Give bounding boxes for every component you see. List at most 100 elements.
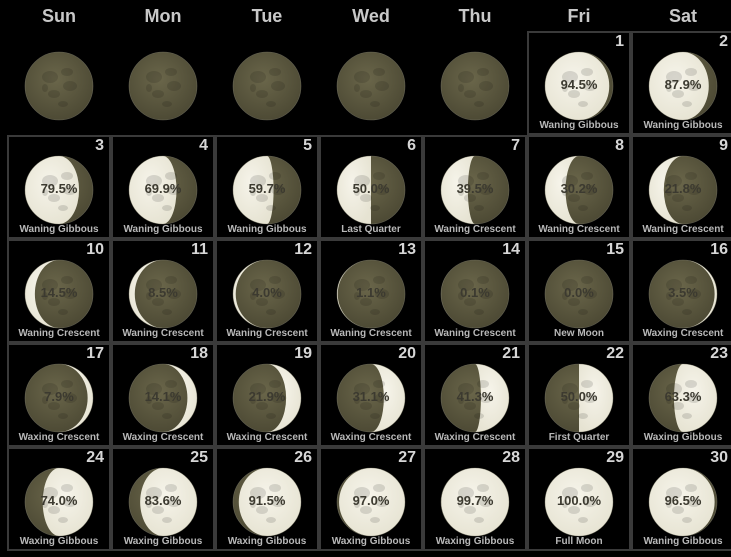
- day-cell-30[interactable]: 30 96.5% Waning Gibbous: [631, 447, 731, 551]
- day-number: 1: [615, 33, 624, 50]
- new-moon-icon: [439, 50, 511, 122]
- day-cell-13[interactable]: 13 1.1% Waning Crescent: [319, 239, 423, 343]
- moon-phase-icon: [231, 258, 303, 330]
- day-cell-6[interactable]: 6 50.0% Last Quarter: [319, 135, 423, 239]
- day-cell-1[interactable]: 1 94.5% Waning Gibbous: [527, 31, 631, 135]
- day-number: 24: [86, 449, 104, 466]
- empty-day-cell: [215, 31, 319, 135]
- phase-name: Waning Gibbous: [539, 120, 619, 131]
- moon-phase-icon: [543, 466, 615, 538]
- day-number: 18: [190, 345, 208, 362]
- day-cell-7[interactable]: 7 39.5% Waning Crescent: [423, 135, 527, 239]
- phase-name: First Quarter: [548, 432, 610, 443]
- moon-phase-icon: [439, 466, 511, 538]
- weekday-tue: Tue: [251, 6, 283, 26]
- day-cell-12[interactable]: 12 4.0% Waning Crescent: [215, 239, 319, 343]
- day-number: 8: [615, 137, 624, 154]
- moon-phase-icon: [647, 258, 719, 330]
- moon-phase-icon: [23, 258, 95, 330]
- day-cell-29[interactable]: 29 100.0% Full Moon: [527, 447, 631, 551]
- phase-name: Waxing Gibbous: [331, 536, 411, 547]
- day-cell-15[interactable]: 15 0.0% New Moon: [527, 239, 631, 343]
- illumination-percent: 83.6%: [144, 493, 182, 508]
- illumination-percent: 50.0%: [560, 389, 598, 404]
- day-cell-24[interactable]: 24 74.0% Waxing Gibbous: [7, 447, 111, 551]
- day-cell-4[interactable]: 4 69.9% Waning Gibbous: [111, 135, 215, 239]
- phase-name: Waxing Gibbous: [227, 536, 307, 547]
- moon-phase-icon: [127, 466, 199, 538]
- day-cell-10[interactable]: 10 14.5% Waning Crescent: [7, 239, 111, 343]
- illumination-percent: 79.5%: [40, 181, 78, 196]
- phase-name: Waxing Gibbous: [435, 536, 515, 547]
- phase-name: New Moon: [554, 328, 604, 339]
- day-number: 30: [710, 449, 728, 466]
- day-cell-28[interactable]: 28 99.7% Waxing Gibbous: [423, 447, 527, 551]
- day-number: 16: [710, 241, 728, 258]
- moon-phase-icon: [23, 362, 95, 434]
- phase-name: Waning Crescent: [538, 224, 620, 235]
- new-moon-icon: [335, 50, 407, 122]
- day-cell-14[interactable]: 14 0.1% Waning Crescent: [423, 239, 527, 343]
- phase-name: Waxing Gibbous: [643, 432, 723, 443]
- moon-phase-icon: [543, 154, 615, 226]
- day-cell-23[interactable]: 23 63.3% Waxing Gibbous: [631, 343, 731, 447]
- day-cell-18[interactable]: 18 14.1% Waxing Crescent: [111, 343, 215, 447]
- phase-name: Waxing Crescent: [122, 432, 204, 443]
- day-cell-19[interactable]: 19 21.9% Waxing Crescent: [215, 343, 319, 447]
- moon-phase-icon: [647, 154, 719, 226]
- illumination-percent: 30.2%: [560, 181, 598, 196]
- phase-name: Waning Gibbous: [123, 224, 203, 235]
- day-number: 15: [606, 241, 624, 258]
- day-number: 26: [294, 449, 312, 466]
- moon-phase-icon: [127, 258, 199, 330]
- day-number: 28: [502, 449, 520, 466]
- day-cell-2[interactable]: 2 87.9% Waning Gibbous: [631, 31, 731, 135]
- day-number: 10: [86, 241, 104, 258]
- moon-phase-icon: [231, 154, 303, 226]
- weekday-sun: Sun: [42, 6, 76, 26]
- day-number: 23: [710, 345, 728, 362]
- empty-day-cell: [319, 31, 423, 135]
- phase-name: Full Moon: [555, 536, 603, 547]
- day-cell-17[interactable]: 17 7.9% Waxing Crescent: [7, 343, 111, 447]
- day-cell-9[interactable]: 9 21.8% Waning Crescent: [631, 135, 731, 239]
- day-number: 5: [303, 137, 312, 154]
- day-number: 17: [86, 345, 104, 362]
- moon-phase-icon: [335, 362, 407, 434]
- day-number: 21: [502, 345, 520, 362]
- illumination-percent: 41.3%: [456, 389, 494, 404]
- moon-phase-icon: [647, 466, 719, 538]
- moon-phase-icon: [335, 466, 407, 538]
- day-cell-26[interactable]: 26 91.5% Waxing Gibbous: [215, 447, 319, 551]
- day-number: 27: [398, 449, 416, 466]
- day-cell-25[interactable]: 25 83.6% Waxing Gibbous: [111, 447, 215, 551]
- day-cell-11[interactable]: 11 8.5% Waning Crescent: [111, 239, 215, 343]
- day-cell-8[interactable]: 8 30.2% Waning Crescent: [527, 135, 631, 239]
- new-moon-icon: [23, 50, 95, 122]
- illumination-percent: 14.5%: [40, 285, 78, 300]
- day-number: 20: [398, 345, 416, 362]
- weekday-fri: Fri: [567, 6, 591, 26]
- phase-name: Waxing Crescent: [330, 432, 412, 443]
- day-cell-16[interactable]: 16 3.5% Waxing Crescent: [631, 239, 731, 343]
- illumination-percent: 21.8%: [664, 181, 702, 196]
- illumination-percent: 87.9%: [664, 77, 702, 92]
- day-cell-21[interactable]: 21 41.3% Waxing Crescent: [423, 343, 527, 447]
- empty-day-cell: [423, 31, 527, 135]
- day-cell-3[interactable]: 3 79.5% Waning Gibbous: [7, 135, 111, 239]
- day-cell-27[interactable]: 27 97.0% Waxing Gibbous: [319, 447, 423, 551]
- moon-phase-icon: [543, 362, 615, 434]
- weekday-header: Sun Mon Tue Wed Thu Fri Sat: [7, 0, 731, 31]
- phase-name: Waning Crescent: [642, 224, 724, 235]
- new-moon-icon: [127, 50, 199, 122]
- phase-name: Waning Crescent: [330, 328, 412, 339]
- day-cell-5[interactable]: 5 59.7% Waning Gibbous: [215, 135, 319, 239]
- illumination-percent: 0.1%: [460, 285, 490, 300]
- phase-name: Last Quarter: [341, 224, 401, 235]
- day-number: 7: [511, 137, 520, 154]
- day-cell-20[interactable]: 20 31.1% Waxing Crescent: [319, 343, 423, 447]
- illumination-percent: 97.0%: [352, 493, 390, 508]
- weekday-mon: Mon: [144, 6, 182, 26]
- moon-phase-icon: [335, 154, 407, 226]
- day-cell-22[interactable]: 22 50.0% First Quarter: [527, 343, 631, 447]
